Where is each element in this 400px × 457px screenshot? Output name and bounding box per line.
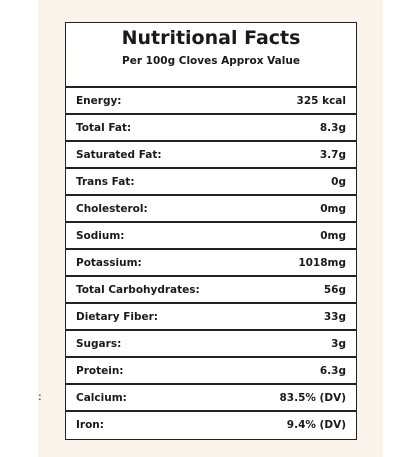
nutrient-name: Sugars: <box>76 337 122 350</box>
nutrient-value: 9.4% (DV) <box>286 418 346 431</box>
table-rows: Energy: 325 kcal Total Fat: 8.3g Saturated F… <box>66 86 356 437</box>
nutrient-value: 3g <box>331 337 346 350</box>
nutrient-value: 3.7g <box>319 148 346 161</box>
table-row: Dietary Fiber: 33g <box>66 302 356 329</box>
nutrient-value: 83.5% (DV) <box>279 391 346 404</box>
table-row: Energy: 325 kcal <box>66 86 356 113</box>
nutrient-value: 6.3g <box>319 364 346 377</box>
table-row: Saturated Fat: 3.7g <box>66 140 356 167</box>
table-row: Potassium: 1018mg <box>66 248 356 275</box>
nutrient-name: Calcium: <box>76 391 127 404</box>
nutrient-name: Energy: <box>76 94 122 107</box>
subtitle: Per 100g Cloves Approx Value <box>122 55 300 67</box>
nutrient-value: 0g <box>331 175 346 188</box>
nutrient-name: Iron: <box>76 418 104 431</box>
table-row: Iron: 9.4% (DV) <box>66 410 356 437</box>
nutrient-name: Saturated Fat: <box>76 148 162 161</box>
nutrient-name: Total Carbohydrates: <box>76 283 200 296</box>
nutrient-value: 33g <box>323 310 346 323</box>
nutrient-value: 56g <box>323 283 346 296</box>
table-row: Protein: 6.3g <box>66 356 356 383</box>
nutrient-name: Cholesterol: <box>76 202 148 215</box>
margin-note: : <box>38 390 42 403</box>
nutrient-name: Protein: <box>76 364 124 377</box>
nutrient-value: 0mg <box>320 229 346 242</box>
table-row: Calcium: 83.5% (DV) <box>66 383 356 410</box>
nutrient-value: 1018mg <box>298 256 346 269</box>
nutrient-value: 325 kcal <box>296 94 346 107</box>
nutrient-name: Dietary Fiber: <box>76 310 159 323</box>
nutrient-name: Trans Fat: <box>76 175 135 188</box>
nutrient-value: 0mg <box>320 202 346 215</box>
table-row: Sugars: 3g <box>66 329 356 356</box>
table-row: Trans Fat: 0g <box>66 167 356 194</box>
nutrient-value: 8.3g <box>319 121 346 134</box>
table-row: Total Carbohydrates: 56g <box>66 275 356 302</box>
title: Nutritional Facts <box>121 27 301 49</box>
nutrient-name: Potassium: <box>76 256 142 269</box>
nutrient-name: Sodium: <box>76 229 125 242</box>
table-row: Total Fat: 8.3g <box>66 113 356 140</box>
nutrition-table: Nutritional Facts Per 100g Cloves Approx… <box>65 22 357 440</box>
table-row: Sodium: 0mg <box>66 221 356 248</box>
nutrient-name: Total Fat: <box>76 121 132 134</box>
table-row: Cholesterol: 0mg <box>66 194 356 221</box>
